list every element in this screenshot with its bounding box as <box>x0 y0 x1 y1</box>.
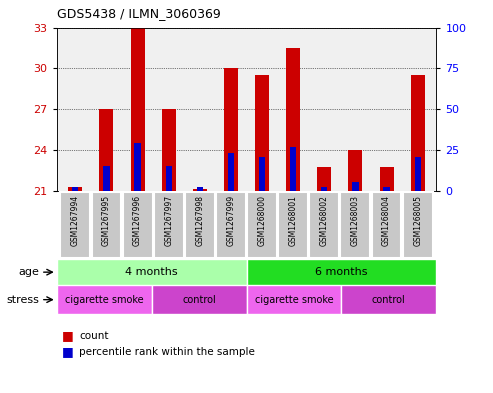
Bar <box>415 157 421 191</box>
Bar <box>57 285 152 314</box>
Text: GSM1268001: GSM1268001 <box>289 195 298 246</box>
Bar <box>166 166 172 191</box>
Text: GSM1267998: GSM1267998 <box>195 195 204 246</box>
Text: control: control <box>182 295 216 305</box>
Text: cigarette smoke: cigarette smoke <box>255 295 333 305</box>
Bar <box>259 157 265 191</box>
Bar <box>246 285 341 314</box>
Bar <box>154 192 184 258</box>
Bar <box>224 68 238 191</box>
Bar <box>197 187 203 191</box>
Bar <box>309 192 339 258</box>
Bar <box>341 285 436 314</box>
Bar <box>380 167 393 191</box>
Text: GSM1267997: GSM1267997 <box>164 195 173 246</box>
Text: percentile rank within the sample: percentile rank within the sample <box>79 347 255 357</box>
Text: GSM1268004: GSM1268004 <box>382 195 391 246</box>
Bar <box>352 182 358 191</box>
Bar <box>61 192 90 258</box>
Bar <box>92 192 121 258</box>
Text: control: control <box>372 295 406 305</box>
Bar <box>317 167 331 191</box>
Text: count: count <box>79 331 108 341</box>
Bar <box>162 109 176 191</box>
Bar <box>403 192 432 258</box>
Bar <box>131 28 144 191</box>
Text: GSM1267995: GSM1267995 <box>102 195 111 246</box>
Text: GSM1268005: GSM1268005 <box>413 195 422 246</box>
Text: age: age <box>18 267 39 277</box>
Text: cigarette smoke: cigarette smoke <box>65 295 143 305</box>
Bar <box>247 192 277 258</box>
Text: GSM1267996: GSM1267996 <box>133 195 142 246</box>
Bar <box>69 187 82 191</box>
Bar <box>104 166 109 191</box>
Text: GSM1268002: GSM1268002 <box>320 195 329 246</box>
Bar <box>57 259 246 285</box>
Bar <box>290 147 296 191</box>
Bar <box>185 192 215 258</box>
Text: GSM1268000: GSM1268000 <box>257 195 267 246</box>
Bar <box>286 48 300 191</box>
Bar <box>72 187 78 191</box>
Bar <box>372 192 401 258</box>
Bar <box>123 192 152 258</box>
Bar <box>349 150 362 191</box>
Bar <box>216 192 246 258</box>
Bar <box>100 109 113 191</box>
Text: ■: ■ <box>62 345 73 358</box>
Text: 6 months: 6 months <box>315 267 368 277</box>
Bar <box>321 187 327 191</box>
Bar <box>228 152 234 191</box>
Bar <box>135 143 141 191</box>
Bar <box>411 75 424 191</box>
Bar <box>152 285 246 314</box>
Bar <box>278 192 308 258</box>
Bar <box>384 187 389 191</box>
Text: stress: stress <box>6 295 39 305</box>
Bar <box>255 75 269 191</box>
Text: 4 months: 4 months <box>125 267 178 277</box>
Text: GDS5438 / ILMN_3060369: GDS5438 / ILMN_3060369 <box>57 7 220 20</box>
Text: GSM1267999: GSM1267999 <box>226 195 236 246</box>
Bar <box>246 259 436 285</box>
Bar <box>341 192 370 258</box>
Bar <box>193 189 207 191</box>
Text: GSM1268003: GSM1268003 <box>351 195 360 246</box>
Text: ■: ■ <box>62 329 73 343</box>
Text: GSM1267994: GSM1267994 <box>71 195 80 246</box>
